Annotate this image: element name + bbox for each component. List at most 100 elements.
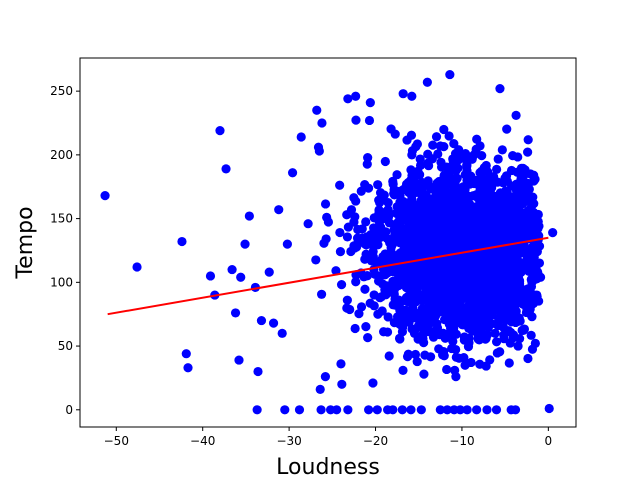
data-point bbox=[517, 248, 527, 258]
data-point bbox=[481, 291, 491, 301]
data-point bbox=[499, 303, 509, 314]
data-point bbox=[502, 212, 512, 222]
data-point bbox=[548, 228, 558, 238]
data-point bbox=[450, 206, 460, 216]
data-point bbox=[471, 205, 481, 216]
data-point bbox=[491, 337, 502, 347]
data-point bbox=[389, 189, 399, 199]
data-point bbox=[482, 405, 492, 415]
data-point bbox=[527, 289, 538, 299]
data-point bbox=[505, 338, 515, 348]
data-point bbox=[377, 306, 387, 316]
data-point bbox=[311, 255, 321, 265]
x-tick-label: −20 bbox=[363, 434, 388, 448]
y-tick-label: 250 bbox=[50, 84, 73, 98]
data-point bbox=[439, 222, 449, 233]
data-point bbox=[361, 217, 371, 227]
data-point bbox=[511, 110, 521, 120]
data-point bbox=[516, 175, 526, 185]
data-point bbox=[381, 284, 391, 294]
data-point bbox=[375, 293, 385, 303]
data-point bbox=[501, 171, 512, 181]
data-point bbox=[447, 232, 457, 242]
data-point bbox=[409, 328, 420, 338]
data-point bbox=[406, 130, 417, 140]
data-point bbox=[512, 167, 522, 177]
data-point bbox=[402, 271, 412, 282]
data-point bbox=[490, 328, 500, 339]
data-point bbox=[508, 212, 519, 222]
data-point bbox=[462, 160, 472, 171]
data-point bbox=[525, 304, 535, 314]
data-point bbox=[368, 241, 378, 251]
data-point bbox=[439, 142, 449, 152]
data-point bbox=[351, 115, 361, 125]
data-point bbox=[511, 232, 521, 243]
data-point bbox=[475, 185, 485, 196]
data-point bbox=[407, 150, 417, 160]
data-point bbox=[406, 405, 416, 415]
data-point bbox=[453, 163, 463, 173]
data-point bbox=[493, 321, 503, 331]
data-point bbox=[362, 271, 373, 281]
data-point bbox=[386, 254, 396, 264]
data-point bbox=[342, 303, 352, 313]
data-point bbox=[514, 267, 524, 277]
data-point bbox=[475, 196, 485, 206]
data-point bbox=[435, 405, 445, 415]
data-point bbox=[363, 333, 373, 343]
data-point bbox=[384, 218, 395, 228]
data-point bbox=[473, 284, 483, 295]
data-point bbox=[230, 308, 241, 318]
data-point bbox=[362, 159, 372, 169]
data-point bbox=[502, 187, 512, 197]
data-point bbox=[375, 256, 385, 266]
data-point bbox=[287, 168, 298, 178]
data-point bbox=[398, 89, 408, 99]
data-point bbox=[493, 154, 503, 164]
data-point bbox=[421, 284, 431, 295]
data-point bbox=[407, 298, 417, 308]
data-point bbox=[477, 276, 487, 287]
data-point bbox=[364, 115, 375, 126]
data-point bbox=[518, 197, 528, 207]
data-point bbox=[523, 135, 533, 145]
data-point bbox=[432, 204, 442, 214]
data-point bbox=[451, 352, 461, 362]
data-point bbox=[422, 77, 432, 87]
regression-line-group bbox=[107, 236, 549, 316]
scatter-points bbox=[100, 69, 558, 415]
data-point bbox=[414, 205, 424, 216]
data-point bbox=[511, 306, 521, 316]
data-point bbox=[524, 184, 534, 194]
data-point bbox=[504, 358, 514, 368]
data-point bbox=[415, 160, 426, 171]
data-point bbox=[514, 294, 524, 305]
data-point bbox=[504, 310, 514, 320]
data-point bbox=[527, 344, 538, 354]
data-point bbox=[494, 276, 504, 286]
data-point bbox=[335, 227, 345, 238]
data-point bbox=[256, 315, 267, 326]
data-point bbox=[335, 247, 346, 257]
data-point bbox=[389, 317, 399, 328]
data-point bbox=[423, 176, 433, 186]
data-point bbox=[383, 312, 393, 322]
data-point bbox=[419, 338, 429, 348]
data-point bbox=[460, 170, 470, 180]
data-point bbox=[320, 199, 331, 209]
data-point bbox=[368, 252, 378, 262]
data-point bbox=[181, 349, 191, 359]
data-point bbox=[357, 233, 367, 243]
data-point bbox=[493, 286, 503, 297]
data-point bbox=[526, 330, 536, 340]
data-point bbox=[462, 287, 473, 297]
x-tick-label: 0 bbox=[545, 434, 553, 448]
data-point bbox=[448, 219, 459, 229]
data-point bbox=[398, 365, 408, 375]
data-point bbox=[503, 294, 513, 304]
data-point bbox=[495, 83, 505, 94]
data-point bbox=[411, 170, 421, 180]
data-point bbox=[399, 184, 410, 194]
data-point bbox=[393, 209, 403, 219]
